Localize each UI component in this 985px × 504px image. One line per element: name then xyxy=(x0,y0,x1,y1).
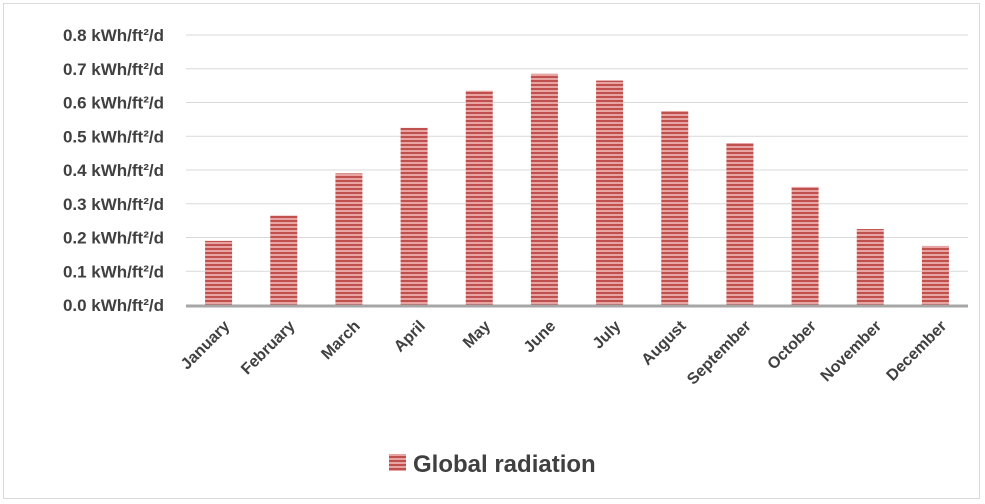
bar xyxy=(726,143,754,305)
bar xyxy=(270,215,298,305)
x-tick-label: May xyxy=(460,318,494,352)
bar xyxy=(205,240,233,305)
x-tick-label: December xyxy=(884,318,951,385)
bar xyxy=(921,245,949,305)
y-tick-label: 0.5 kWh/ft²/d xyxy=(63,127,164,146)
bar xyxy=(335,173,363,305)
x-tick-label: April xyxy=(391,318,429,356)
y-axis-tick-labels: 0.0 kWh/ft²/d 0.1 kWh/ft²/d 0.2 kWh/ft²/d 0… xyxy=(63,26,164,315)
y-tick-label: 0.7 kWh/ft²/d xyxy=(63,60,164,79)
x-tick-label: November xyxy=(818,318,885,385)
y-tick-label: 0.8 kWh/ft²/d xyxy=(63,26,164,45)
legend-label: Global radiation xyxy=(413,451,596,478)
y-tick-label: 0.4 kWh/ft²/d xyxy=(63,161,164,180)
x-tick-label: October xyxy=(765,318,820,373)
bars xyxy=(205,73,949,305)
bar xyxy=(465,90,493,305)
bar xyxy=(400,127,428,305)
bar xyxy=(791,186,819,305)
x-tick-label: July xyxy=(590,318,625,353)
y-tick-label: 0.3 kWh/ft²/d xyxy=(63,195,164,214)
y-tick-label: 0.1 kWh/ft²/d xyxy=(63,262,164,281)
y-tick-label: 0.6 kWh/ft²/d xyxy=(63,94,164,113)
x-tick-label: September xyxy=(684,318,755,389)
y-tick-label: 0.0 kWh/ft²/d xyxy=(63,296,164,315)
bar xyxy=(856,229,884,305)
x-axis-tick-labels: January February March April May June July Augu… xyxy=(178,317,950,388)
legend-swatch xyxy=(389,454,406,471)
x-tick-label: March xyxy=(318,318,363,363)
x-tick-label: August xyxy=(639,317,690,368)
x-tick-label: June xyxy=(521,318,559,356)
bar xyxy=(596,80,624,305)
legend: Global radiation xyxy=(389,451,596,478)
x-tick-label: January xyxy=(178,318,233,373)
bar xyxy=(530,73,558,305)
gridlines xyxy=(186,34,968,272)
x-tick-label: February xyxy=(238,318,299,379)
bar xyxy=(661,110,689,305)
y-tick-label: 0.2 kWh/ft²/d xyxy=(63,229,164,248)
